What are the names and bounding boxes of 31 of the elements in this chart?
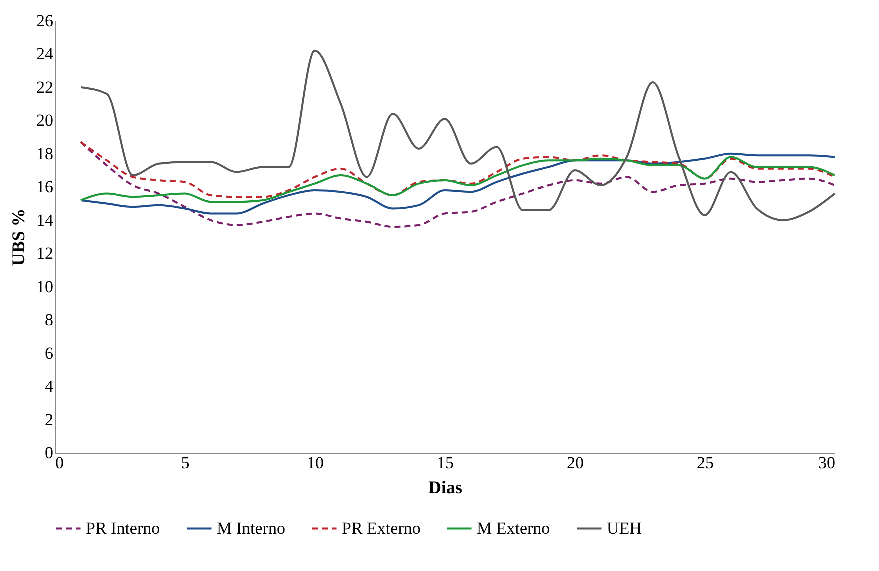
legend-label: UEH (607, 518, 642, 538)
y-tick-label: 14 (36, 210, 54, 230)
x-tick-label: 10 (307, 454, 324, 472)
x-tick-label: 25 (697, 454, 714, 472)
y-tick-label: 8 (45, 310, 54, 330)
y-tick-label: 6 (45, 344, 54, 363)
line-series (80, 141, 836, 198)
x-axis-title: Dias (428, 478, 463, 498)
line-series (80, 141, 836, 228)
y-tick-label: 10 (36, 277, 54, 296)
y-tick-label: 26 (36, 12, 54, 30)
y-tick-label: 18 (36, 144, 54, 164)
y-tick-label: 2 (45, 410, 54, 430)
x-tick-label: 5 (181, 454, 190, 472)
legend-label: M Interno (217, 518, 286, 538)
y-tick-label: 16 (36, 178, 54, 197)
y-tick-label: 24 (36, 44, 54, 64)
line-series (80, 152, 836, 215)
y-tick-label: 4 (45, 377, 54, 396)
line-series (80, 50, 836, 222)
y-tick-label: 22 (36, 78, 54, 97)
x-tick-label: 30 (818, 454, 836, 472)
x-tick-label: 15 (437, 454, 454, 472)
legend-label: M Externo (477, 518, 550, 538)
x-tick-label: 20 (567, 454, 584, 472)
legend-label: PR Externo (342, 518, 421, 538)
y-tick-label: 20 (36, 111, 54, 130)
legend-label: PR Interno (86, 518, 160, 538)
y-axis-title: UBS % (8, 208, 28, 266)
y-tick-label: 12 (36, 244, 54, 264)
line-series (80, 156, 836, 204)
